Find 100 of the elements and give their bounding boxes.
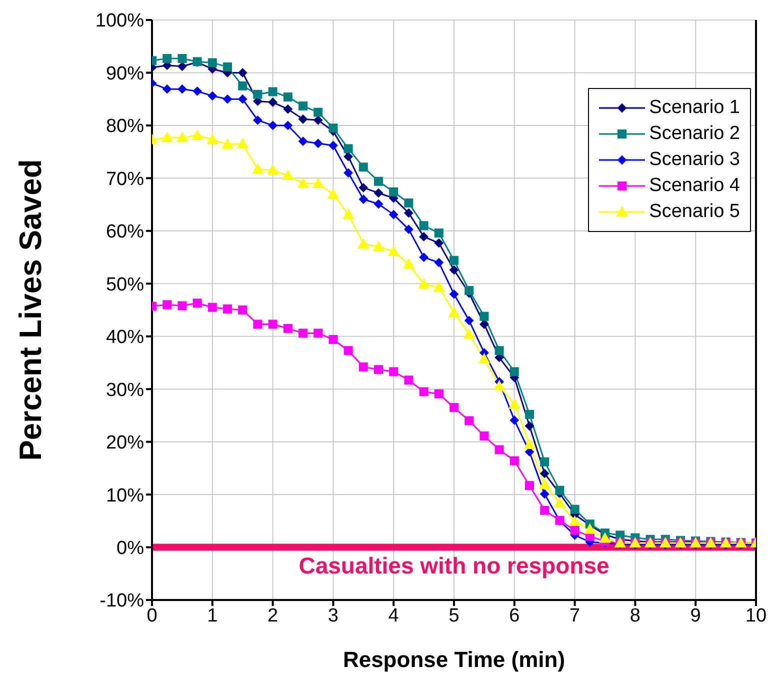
point (208, 302, 217, 312)
point (448, 307, 460, 318)
point (434, 258, 444, 268)
point (237, 138, 248, 148)
y-axis-title: Percent Lives Saved (13, 159, 48, 461)
point (555, 486, 564, 495)
y-tick-label: 10% (106, 485, 144, 506)
point (450, 290, 458, 299)
point (162, 54, 172, 63)
point (464, 328, 475, 339)
point (162, 132, 173, 142)
point (298, 178, 308, 188)
point (450, 265, 458, 274)
point (176, 132, 188, 142)
y-tick-label: -10% (100, 590, 144, 612)
x-axis-title: Response Time (min) (342, 647, 566, 672)
y-tick-label: 90% (106, 63, 144, 84)
point (178, 84, 187, 94)
point (540, 468, 550, 478)
point (570, 504, 580, 514)
x-tick-label: 10 (745, 605, 767, 626)
x-tick-label: 8 (630, 605, 640, 626)
point (208, 58, 217, 68)
point (508, 398, 520, 409)
point (223, 94, 232, 104)
x-tick-label: 3 (328, 605, 338, 626)
point (312, 178, 324, 188)
x-tick-label: 2 (268, 605, 278, 626)
point (540, 506, 550, 515)
point (268, 120, 278, 130)
x-tick-label: 7 (570, 605, 580, 626)
point (238, 94, 248, 104)
point (389, 187, 398, 196)
point (178, 54, 187, 63)
point (554, 497, 566, 508)
point (344, 152, 353, 162)
point (298, 136, 308, 146)
point (314, 328, 323, 338)
point (314, 116, 323, 125)
y-tick-label: 70% (106, 168, 144, 190)
point (524, 438, 535, 449)
point (192, 86, 202, 96)
point (525, 422, 534, 430)
point (494, 380, 505, 390)
point (478, 354, 490, 364)
point (510, 416, 519, 425)
point (570, 526, 580, 535)
y-tick-label: 40% (106, 327, 144, 348)
point (389, 210, 398, 220)
point (404, 376, 414, 385)
point (298, 101, 308, 110)
point (162, 300, 172, 310)
point (268, 87, 278, 96)
point (328, 189, 339, 200)
point (358, 238, 369, 249)
y-tick-label: 60% (106, 222, 144, 243)
point (223, 304, 232, 314)
point (464, 416, 474, 426)
point (434, 228, 444, 238)
point (464, 316, 474, 326)
point (238, 81, 248, 90)
point (584, 524, 596, 534)
point (192, 298, 202, 308)
point (540, 457, 550, 466)
x-tick-label: 6 (509, 605, 520, 626)
x-tick-label: 4 (388, 605, 400, 626)
point (480, 312, 489, 321)
point (206, 134, 218, 144)
point (328, 335, 338, 344)
legend-label: Scenario 2 (649, 123, 740, 145)
point (569, 516, 580, 526)
point (403, 258, 414, 269)
y-tick-label: 30% (106, 380, 144, 401)
point (419, 252, 428, 262)
point (283, 92, 292, 102)
point (434, 389, 444, 398)
legend-label: Scenario 5 (649, 201, 740, 223)
point (298, 328, 308, 338)
point (358, 162, 368, 172)
point (268, 98, 278, 107)
point (525, 410, 534, 419)
point (358, 183, 368, 192)
point (494, 346, 504, 356)
point (283, 120, 292, 130)
point (223, 62, 232, 72)
point (510, 456, 519, 466)
y-tick-label: 50% (106, 274, 144, 296)
point (178, 301, 187, 310)
x-tick-label: 1 (207, 605, 218, 626)
legend-label: Scenario 1 (649, 97, 740, 119)
point (404, 208, 414, 218)
point (404, 198, 414, 208)
point (404, 224, 414, 234)
point (374, 188, 383, 198)
point (328, 124, 338, 133)
point (344, 144, 353, 154)
x-tick-label: 9 (690, 605, 701, 626)
point (253, 116, 262, 125)
x-tick-label: 5 (448, 605, 460, 626)
point (252, 164, 264, 174)
